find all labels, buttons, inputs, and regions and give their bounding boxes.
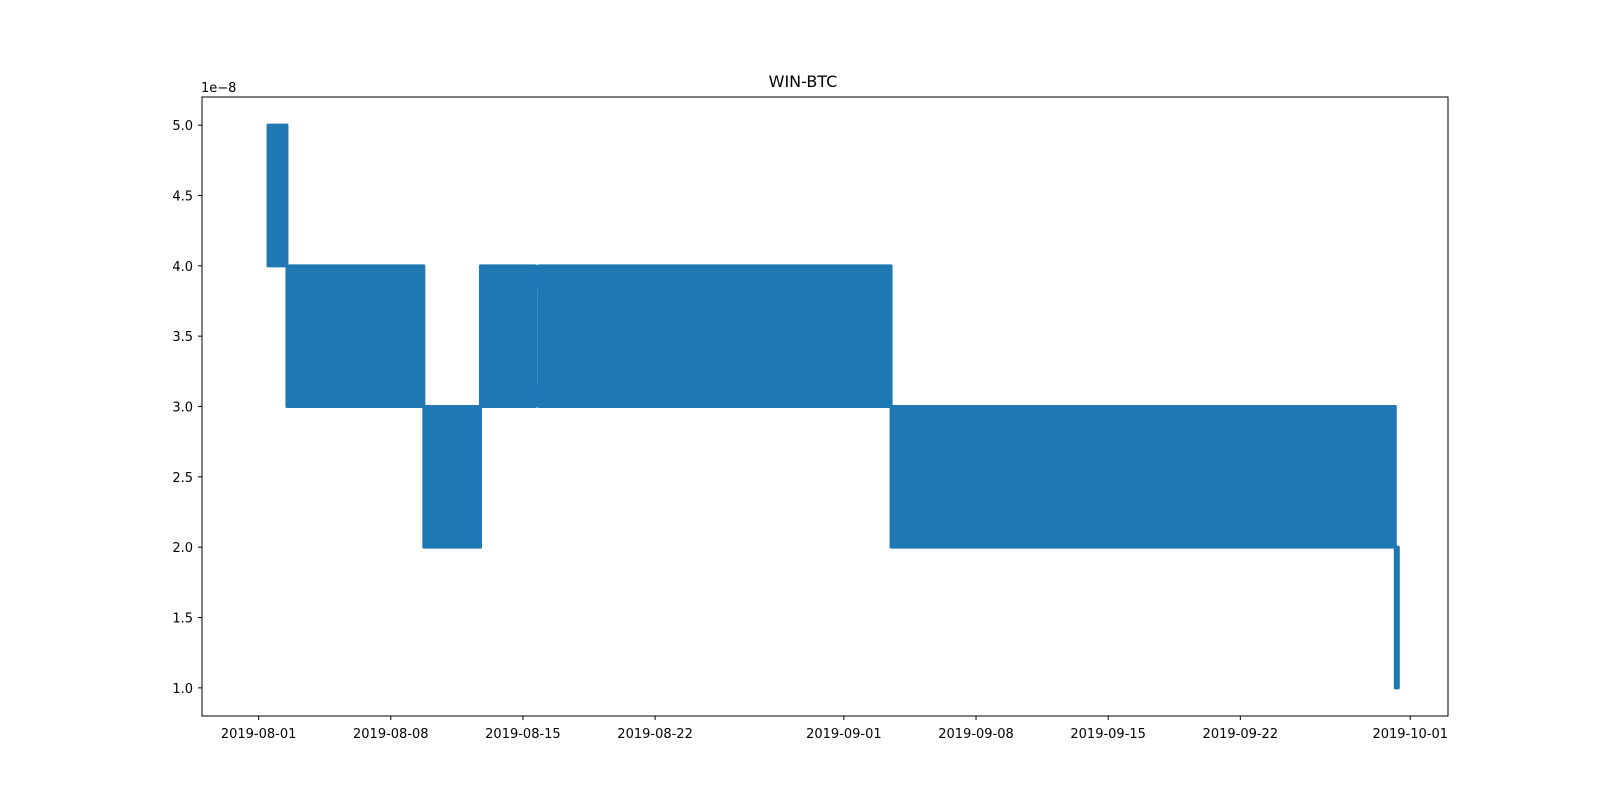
x-tick-label: 2019-08-08 xyxy=(353,727,429,742)
series-band-1 xyxy=(266,123,289,268)
series-band-3 xyxy=(422,405,482,549)
x-tick-label: 2019-10-01 xyxy=(1372,727,1448,742)
series-band-2 xyxy=(285,264,426,408)
y-tick-label: 4.5 xyxy=(172,189,193,204)
series-band-6 xyxy=(889,405,1397,549)
y-tick-label: 5.0 xyxy=(172,119,193,134)
x-tick-label: 2019-09-15 xyxy=(1070,727,1146,742)
y-tick-label: 4.0 xyxy=(172,260,193,275)
x-tick-label: 2019-09-01 xyxy=(806,727,882,742)
series-band-5 xyxy=(537,264,893,408)
y-axis: 1.0 1.5 2.0 2.5 3.0 3.5 4.0 4.5 5.0 xyxy=(172,119,202,697)
x-tick-label: 2019-08-15 xyxy=(485,727,561,742)
series-win-btc xyxy=(266,123,1400,690)
series-connector xyxy=(535,265,542,407)
y-tick-label: 3.5 xyxy=(172,330,193,345)
y-tick-label: 3.0 xyxy=(172,401,193,416)
chart-title: WIN-BTC xyxy=(769,72,838,91)
y-tick-label: 1.5 xyxy=(172,612,193,627)
x-tick-label: 2019-08-22 xyxy=(617,727,693,742)
y-axis-offset-label: 1e−8 xyxy=(201,81,236,96)
x-tick-label: 2019-09-22 xyxy=(1203,727,1279,742)
y-tick-label: 2.5 xyxy=(172,471,193,486)
x-tick-label: 2019-08-01 xyxy=(221,727,297,742)
series-band-7 xyxy=(1393,545,1400,690)
series-band-4 xyxy=(478,264,538,408)
plot-area-frame xyxy=(201,96,1449,717)
y-tick-label: 2.0 xyxy=(172,541,193,556)
y-tick-label: 1.0 xyxy=(172,682,193,697)
x-tick-label: 2019-09-08 xyxy=(938,727,1014,742)
x-axis: 2019-08-01 2019-08-08 2019-08-15 2019-08-22… xyxy=(221,716,1448,742)
